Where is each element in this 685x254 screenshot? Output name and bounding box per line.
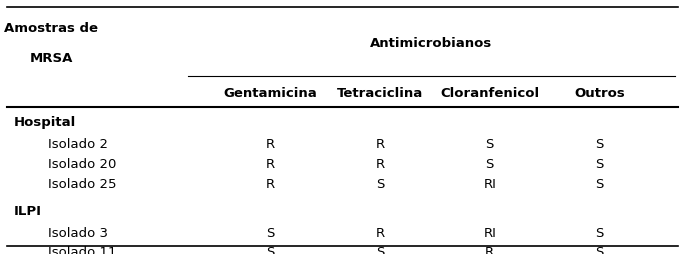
Text: RI: RI (484, 178, 496, 190)
Text: Outros: Outros (574, 86, 625, 99)
Text: Isolado 25: Isolado 25 (48, 178, 116, 190)
Text: S: S (486, 137, 494, 150)
Text: S: S (266, 226, 275, 239)
Text: Isolado 20: Isolado 20 (48, 157, 116, 170)
Text: S: S (595, 157, 603, 170)
Text: S: S (595, 226, 603, 239)
Text: MRSA: MRSA (29, 52, 73, 65)
Text: Tetraciclina: Tetraciclina (337, 86, 423, 99)
Text: Isolado 11: Isolado 11 (48, 245, 116, 254)
Text: Cloranfenicol: Cloranfenicol (440, 86, 539, 99)
Text: Amostras de: Amostras de (4, 22, 99, 34)
Text: S: S (595, 245, 603, 254)
Text: Antimicrobianos: Antimicrobianos (371, 37, 493, 50)
Text: R: R (266, 178, 275, 190)
Text: S: S (595, 178, 603, 190)
Text: S: S (376, 178, 384, 190)
Text: R: R (375, 226, 385, 239)
Text: ILPI: ILPI (14, 204, 42, 217)
Text: S: S (595, 137, 603, 150)
Text: RI: RI (484, 226, 496, 239)
Text: S: S (376, 245, 384, 254)
Text: S: S (486, 157, 494, 170)
Text: R: R (375, 157, 385, 170)
Text: R: R (375, 137, 385, 150)
Text: Hospital: Hospital (14, 116, 76, 128)
Text: Isolado 3: Isolado 3 (48, 226, 108, 239)
Text: R: R (485, 245, 495, 254)
Text: S: S (266, 245, 275, 254)
Text: Gentamicina: Gentamicina (224, 86, 317, 99)
Text: R: R (266, 137, 275, 150)
Text: Isolado 2: Isolado 2 (48, 137, 108, 150)
Text: R: R (266, 157, 275, 170)
